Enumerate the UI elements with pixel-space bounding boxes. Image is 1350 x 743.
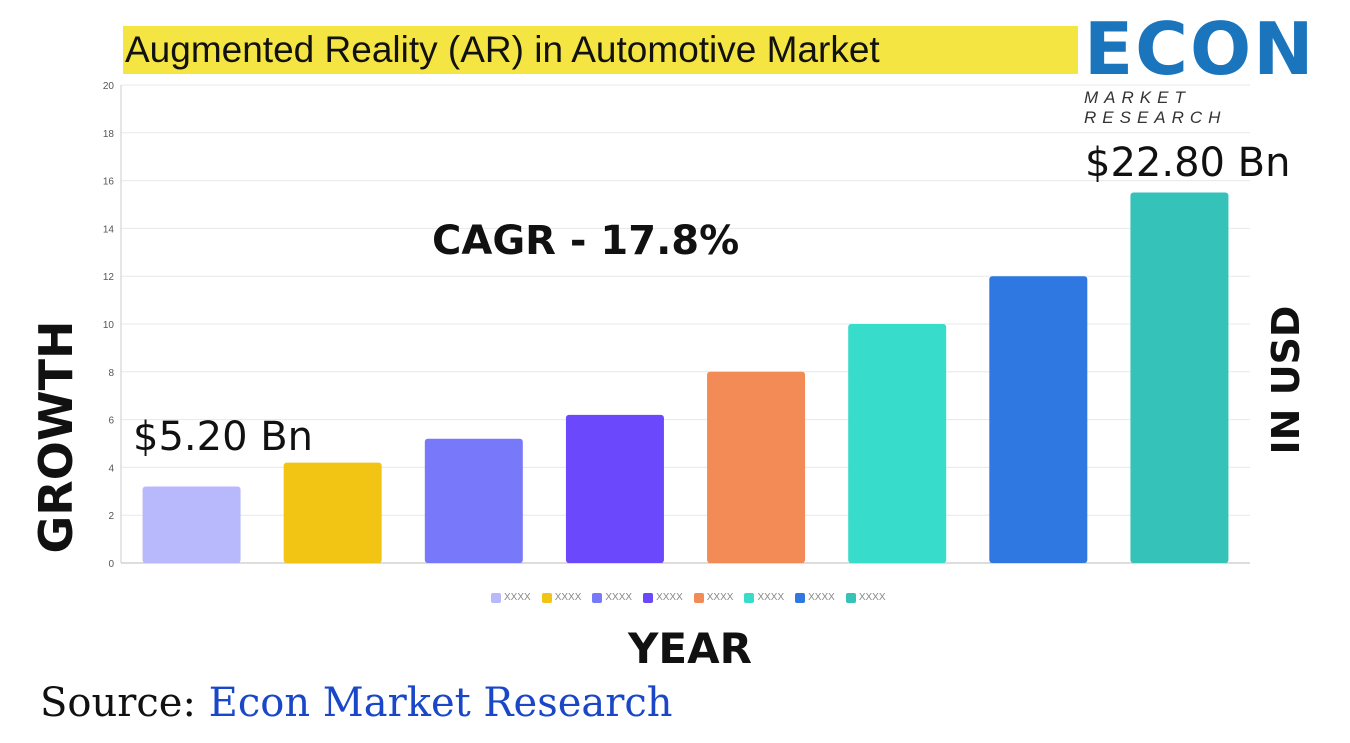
legend-swatch — [592, 592, 603, 603]
bar — [424, 438, 523, 563]
legend-item[interactable]: XXXX — [541, 592, 582, 603]
y-tick-label: 2 — [108, 511, 114, 522]
chart-title: Augmented Reality (AR) in Automotive Mar… — [123, 26, 1078, 74]
end-value-annotation: $22.80 Bn — [1085, 140, 1291, 186]
legend-swatch — [744, 592, 755, 603]
source-label: Source: — [40, 680, 196, 726]
y-tick-label: 8 — [108, 368, 114, 379]
legend-label: XXXX — [808, 592, 835, 603]
bar — [565, 414, 664, 563]
legend-label: XXXX — [706, 592, 734, 603]
y-tick-label: 20 — [103, 81, 115, 92]
legend-swatch — [693, 592, 704, 603]
legend-label: XXXX — [858, 592, 886, 603]
y-axis-label: GROWTH — [29, 320, 83, 554]
legend-item[interactable]: XXXX — [744, 592, 784, 603]
y-tick-label: 6 — [108, 416, 114, 427]
y-tick-label: 12 — [103, 272, 115, 283]
legend-swatch — [643, 592, 654, 603]
bar — [142, 486, 241, 563]
y-tick-label: 10 — [103, 320, 115, 331]
y-axis-label-right: IN USD — [1264, 305, 1308, 455]
source-value: Econ Market Research — [195, 680, 673, 726]
bar — [707, 371, 806, 563]
start-value-annotation: $5.20 Bn — [133, 414, 314, 460]
legend-label: XXXX — [504, 592, 531, 603]
legend-label: XXXX — [554, 592, 582, 603]
y-tick-label: 18 — [103, 129, 115, 140]
bar — [1130, 192, 1229, 564]
bar — [848, 324, 947, 563]
legend-label: XXXX — [656, 592, 683, 603]
y-tick-label: 16 — [103, 177, 115, 188]
bar — [283, 462, 382, 563]
legend: XXXX XXXX XXXX XXXX XXXX XXXX XXXX XXXX — [491, 592, 886, 603]
legend-item[interactable]: XXXX — [795, 592, 835, 603]
legend-label: XXXX — [757, 592, 785, 603]
source-line: Source: Econ Market Research — [40, 680, 673, 726]
legend-label: XXXX — [605, 592, 633, 603]
cagr-annotation: CAGR - 17.8% — [432, 218, 740, 264]
legend-item[interactable]: XXXX — [643, 592, 683, 603]
y-tick-label: 14 — [103, 224, 115, 235]
legend-item[interactable]: XXXX — [845, 592, 886, 603]
legend-swatch — [491, 592, 501, 603]
legend-item[interactable]: XXXX — [693, 592, 734, 603]
legend-item[interactable]: XXXX — [592, 592, 632, 603]
x-axis-label: YEAR — [628, 624, 752, 673]
legend-swatch — [845, 592, 856, 603]
y-tick-label: 4 — [108, 463, 114, 474]
logo-sub: MARKET RESEARCH — [1084, 88, 1227, 127]
legend-item[interactable]: XXXX — [491, 592, 531, 603]
econ-logo: ECON MARKET RESEARCH — [1084, 7, 1329, 127]
logo-main: ECON — [1084, 7, 1316, 91]
bar — [989, 276, 1088, 563]
legend-swatch — [795, 592, 806, 603]
legend-swatch — [541, 592, 552, 603]
y-tick-label: 0 — [108, 559, 114, 570]
